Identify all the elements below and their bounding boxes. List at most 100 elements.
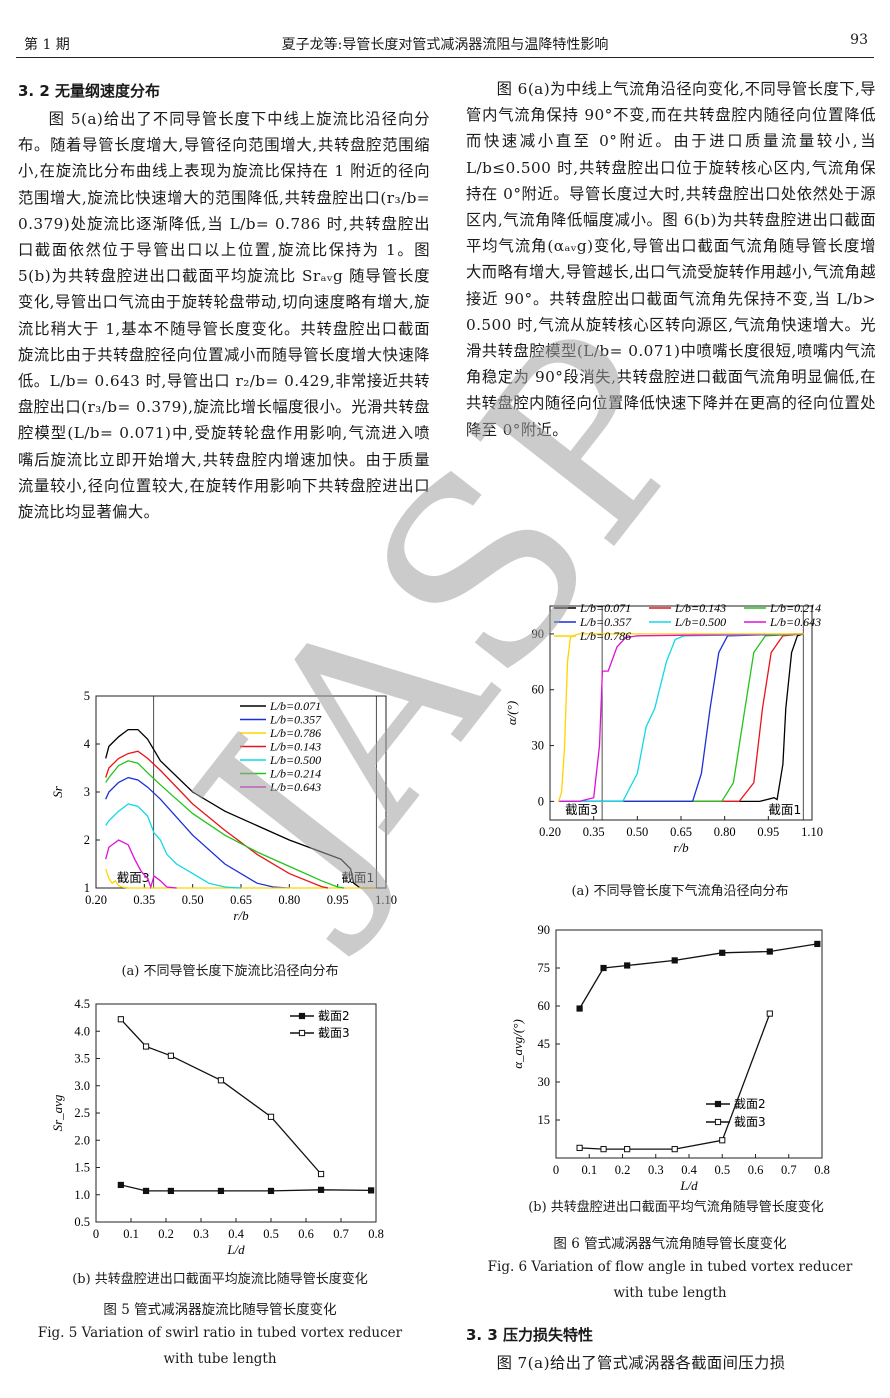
fig6-discussion-paragraph: 图 6(a)为中线上气流角沿径向变化,不同导管长度下,导管内气流角保持 90°不…: [466, 80, 876, 439]
fig6a-caption: (a) 不同导管长度下气流角沿径向分布: [571, 884, 789, 899]
fig6-caption-en: Fig. 6 Variation of flow angle in tubed …: [470, 1254, 870, 1306]
data-point: [142, 1187, 150, 1195]
series-line: [558, 633, 804, 803]
legend-label: L/b=0.643: [269, 780, 321, 794]
series-line: [105, 839, 177, 890]
y-tick-label: 30: [532, 739, 545, 753]
legend-marker: [298, 1029, 306, 1037]
fig6-caption-en-line2: with tube length: [613, 1285, 727, 1301]
series-line: [105, 868, 377, 889]
fig5-caption-en-line2: with tube length: [163, 1351, 277, 1367]
legend-label: L/b=0.143: [674, 601, 726, 615]
data-point: [142, 1043, 150, 1050]
series-line: [558, 633, 804, 803]
series-line: [105, 728, 377, 889]
x-tick-label: 0.7: [333, 1227, 349, 1241]
x-tick-label: 0.8: [814, 1163, 830, 1177]
series-line: [105, 760, 345, 889]
legend-marker: [714, 1100, 722, 1108]
x-axis-label: r/b: [233, 908, 249, 923]
data-point: [719, 949, 726, 956]
x-tick-label: 0.35: [583, 825, 605, 839]
y-axis-label: α_avg/(°): [510, 1019, 525, 1069]
series-line: [558, 633, 804, 802]
x-tick-label: 0.20: [85, 893, 107, 907]
data-point: [671, 1146, 678, 1153]
fig5a-caption: (a) 不同导管长度下旋流比沿径向分布: [121, 964, 339, 979]
page-number: 93: [850, 32, 868, 48]
y-tick-label: 4: [84, 737, 91, 751]
fig5b-chart: 0 0.1 0.2 0.3 0.4 0.5 0.6 0.7 0.8 0.5 1.0 1.5 2.0 2.5…: [40, 990, 400, 1265]
y-tick-label: 1: [84, 881, 90, 895]
data-point: [576, 1005, 583, 1012]
legend-marker: [714, 1118, 722, 1126]
x-tick-label: 0.8: [368, 1227, 384, 1241]
y-tick-label: 3.0: [74, 1079, 90, 1093]
legend-label: L/b=0.143: [269, 740, 321, 754]
x-tick-label: 0.5: [714, 1163, 730, 1177]
y-tick-label: 2.0: [74, 1133, 90, 1147]
x-tick-label: 0: [93, 1227, 99, 1241]
data-point: [217, 1187, 225, 1195]
y-tick-label: 4.5: [74, 997, 90, 1011]
fig6-caption-en-line1: Fig. 6 Variation of flow angle in tubed …: [487, 1259, 853, 1275]
y-tick-label: 3: [84, 785, 90, 799]
section-marker-label: 截面3: [565, 802, 598, 817]
x-tick-label: 0.3: [193, 1227, 209, 1241]
x-tick-label: 0.20: [539, 825, 561, 839]
y-axis-label: α/(°): [504, 701, 519, 725]
x-tick-label: 0.2: [158, 1227, 174, 1241]
section-title-3-2: 3. 2 无量纲速度分布: [18, 82, 161, 100]
x-tick-label: 0.4: [228, 1227, 244, 1241]
x-axis-label: r/b: [673, 840, 689, 855]
fig6b-plot: 0 0.1 0.2 0.3 0.4 0.5 0.6 0.7 0.8 15 30 45 60 75 90 L/d…: [510, 923, 830, 1193]
fig5b-plot: 0 0.1 0.2 0.3 0.4 0.5 0.6 0.7 0.8 0.5 1.0 1.5 2.0 2.5…: [50, 997, 384, 1257]
data-point: [671, 957, 678, 964]
plot-frame: [95, 695, 387, 889]
data-point: [267, 1187, 275, 1195]
section-marker-label: 截面3: [117, 870, 150, 885]
x-tick-label: 0.65: [670, 825, 692, 839]
series-line: [105, 803, 242, 889]
series-line: [105, 750, 329, 889]
legend-label: L/b=0.786: [579, 629, 631, 643]
x-tick-label: 0.6: [298, 1227, 314, 1241]
series-line: [105, 776, 290, 889]
legend-label: 截面2: [734, 1097, 766, 1111]
legend-label: L/b=0.500: [269, 753, 321, 767]
right-column: 图 6(a)为中线上气流角沿径向变化,不同导管长度下,导管内气流角保持 90°不…: [466, 76, 876, 443]
plot-frame: [555, 929, 823, 1159]
x-tick-label: 0: [553, 1163, 559, 1177]
data-point: [267, 1113, 275, 1120]
x-axis-label: L/d: [679, 1178, 698, 1193]
left-column: 3. 2 无量纲速度分布 图 5(a)给出了不同导管长度下中线上旋流比沿径向分布…: [18, 76, 430, 525]
series-line: [558, 633, 804, 803]
x-tick-label: 1.10: [801, 825, 823, 839]
legend-label: L/b=0.643: [769, 615, 821, 629]
legend-label: L/b=0.071: [579, 601, 631, 615]
data-point: [719, 1137, 726, 1144]
data-point: [576, 1144, 583, 1151]
x-tick-label: 0.1: [581, 1163, 597, 1177]
data-point: [368, 1187, 375, 1194]
x-tick-label: 0.65: [230, 893, 252, 907]
series-line: [558, 633, 804, 803]
x-tick-label: 0.3: [648, 1163, 664, 1177]
legend-label: L/b=0.214: [269, 767, 321, 781]
series-line: [579, 1013, 771, 1150]
y-tick-label: 90: [538, 923, 551, 937]
section-3-3: 3. 3 压力损失特性 图 7(a)给出了管式减涡器各截面间压力损: [466, 1320, 876, 1376]
fig6b-chart: 0 0.1 0.2 0.3 0.4 0.5 0.6 0.7 0.8 15 30 45 60 75 90 L/d…: [496, 920, 836, 1193]
legend-label: 截面3: [318, 1026, 350, 1040]
data-point: [217, 1077, 225, 1084]
y-tick-label: 60: [532, 683, 545, 697]
x-tick-label: 0.80: [714, 825, 736, 839]
running-title: 夏子龙等:导管长度对管式减涡器流阻与温降特性影响: [281, 37, 609, 53]
y-tick-label: 60: [538, 999, 551, 1013]
x-tick-label: 0.80: [278, 893, 300, 907]
fig6b-caption: (b) 共转盘腔进出口截面平均气流角随导管长度变化: [528, 1200, 824, 1215]
fig5b-caption: (b) 共转盘腔进出口截面平均旋流比随导管长度变化: [72, 1272, 368, 1287]
y-tick-label: 45: [538, 1037, 551, 1051]
data-point: [600, 1146, 607, 1153]
series-line: [120, 1018, 322, 1175]
